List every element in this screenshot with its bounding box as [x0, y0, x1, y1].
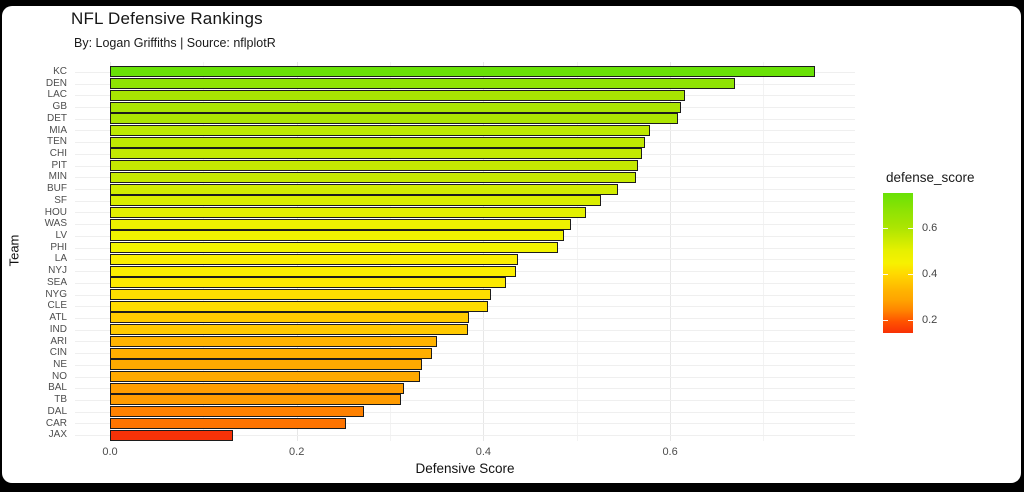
gridline-horizontal	[75, 435, 855, 437]
gridline-vertical-major	[670, 62, 672, 441]
team-label: BAL	[48, 382, 67, 394]
gridline-horizontal	[75, 341, 855, 343]
team-label: NO	[52, 370, 67, 382]
legend-title: defense_score	[886, 170, 975, 185]
legend-tick-mark	[883, 227, 888, 229]
bar-buf	[110, 183, 618, 195]
gridline-vertical-minor	[763, 62, 765, 441]
team-label: ARI	[50, 335, 67, 347]
team-label: GB	[52, 101, 67, 113]
bar-pit	[110, 160, 639, 172]
bar-hou	[110, 206, 587, 218]
bar-chi	[110, 148, 643, 160]
team-label: DET	[47, 112, 67, 124]
gridline-horizontal	[75, 376, 855, 378]
x-tick-label: 0.2	[289, 446, 305, 458]
team-label: CAR	[45, 417, 67, 429]
team-label: WAS	[44, 218, 67, 230]
gridline-horizontal	[75, 353, 855, 355]
legend-tick-mark	[883, 320, 888, 322]
bar-ne	[110, 359, 422, 371]
team-label: LAC	[47, 89, 67, 101]
team-label: MIA	[49, 124, 67, 136]
bar-lv	[110, 230, 564, 242]
team-label: HOU	[44, 206, 67, 218]
bar-no	[110, 371, 420, 383]
legend-tick-label: 0.4	[922, 267, 938, 280]
team-label: CIN	[49, 347, 67, 359]
team-label: NYG	[45, 288, 67, 300]
gridline-horizontal	[75, 399, 855, 401]
team-label: NE	[53, 358, 67, 370]
bar-dal	[110, 406, 364, 418]
bar-jax	[110, 429, 234, 441]
legend-tick-mark	[883, 273, 888, 275]
bar-sea	[110, 277, 506, 289]
bar-phi	[110, 242, 559, 254]
bar-nyg	[110, 288, 491, 300]
bar-nyj	[110, 265, 517, 277]
team-label: KC	[53, 66, 67, 77]
team-label: CLE	[47, 300, 67, 312]
team-label: CHI	[49, 148, 67, 160]
team-label: PHI	[50, 241, 67, 253]
bar-tb	[110, 394, 402, 406]
team-label: DEN	[45, 77, 67, 89]
bar-was	[110, 218, 572, 230]
team-label: LV	[55, 230, 68, 242]
team-label: DAL	[47, 405, 67, 417]
team-label: IND	[49, 323, 67, 335]
legend-tick-mark	[908, 320, 913, 322]
bar-lac	[110, 89, 686, 101]
bar-atl	[110, 312, 470, 324]
x-axis-title: Defensive Score	[415, 461, 515, 476]
legend-tick-label: 0.6	[922, 221, 938, 234]
chart-title: NFL Defensive Rankings	[71, 9, 263, 28]
team-label: ATL	[49, 312, 67, 324]
bar-ind	[110, 324, 468, 336]
gridline-vertical-minor	[576, 62, 578, 441]
bar-ari	[110, 335, 437, 347]
bar-gb	[110, 101, 682, 113]
bar-ten	[110, 136, 645, 148]
x-tick-label: 0.4	[475, 446, 492, 458]
bar-bal	[110, 382, 405, 394]
bar-cin	[110, 347, 433, 359]
gridline-horizontal	[75, 364, 855, 366]
team-label: BUF	[47, 183, 67, 195]
team-label: TB	[54, 394, 67, 406]
gridline-horizontal	[75, 411, 855, 413]
bar-cle	[110, 300, 489, 312]
chart-subtitle: By: Logan Griffiths | Source: nflplotR	[74, 36, 276, 50]
bar-min	[110, 171, 636, 183]
bar-den	[110, 78, 735, 90]
team-label: LA	[54, 253, 67, 265]
plot-panel	[75, 62, 855, 441]
gridline-horizontal	[75, 423, 855, 425]
bar-car	[110, 417, 347, 429]
legend-tick-mark	[908, 273, 913, 275]
bar-mia	[110, 124, 650, 136]
team-label: NYJ	[48, 265, 67, 277]
team-label: MIN	[48, 171, 67, 183]
legend-tick-label: 0.2	[922, 314, 938, 327]
team-label: JAX	[48, 429, 67, 441]
team-label: SF	[54, 194, 67, 206]
x-tick-label: 0.0	[102, 446, 118, 458]
bar-det	[110, 113, 678, 125]
bar-sf	[110, 195, 602, 207]
bar-kc	[110, 66, 815, 78]
legend-colorbar-gradient	[883, 193, 913, 333]
legend-tick-mark	[908, 227, 913, 229]
team-label: TEN	[47, 136, 67, 148]
bar-la	[110, 253, 518, 265]
team-label: SEA	[46, 276, 67, 288]
x-tick-label: 0.6	[662, 446, 678, 458]
gridline-horizontal	[75, 388, 855, 390]
team-label: PIT	[51, 159, 67, 171]
